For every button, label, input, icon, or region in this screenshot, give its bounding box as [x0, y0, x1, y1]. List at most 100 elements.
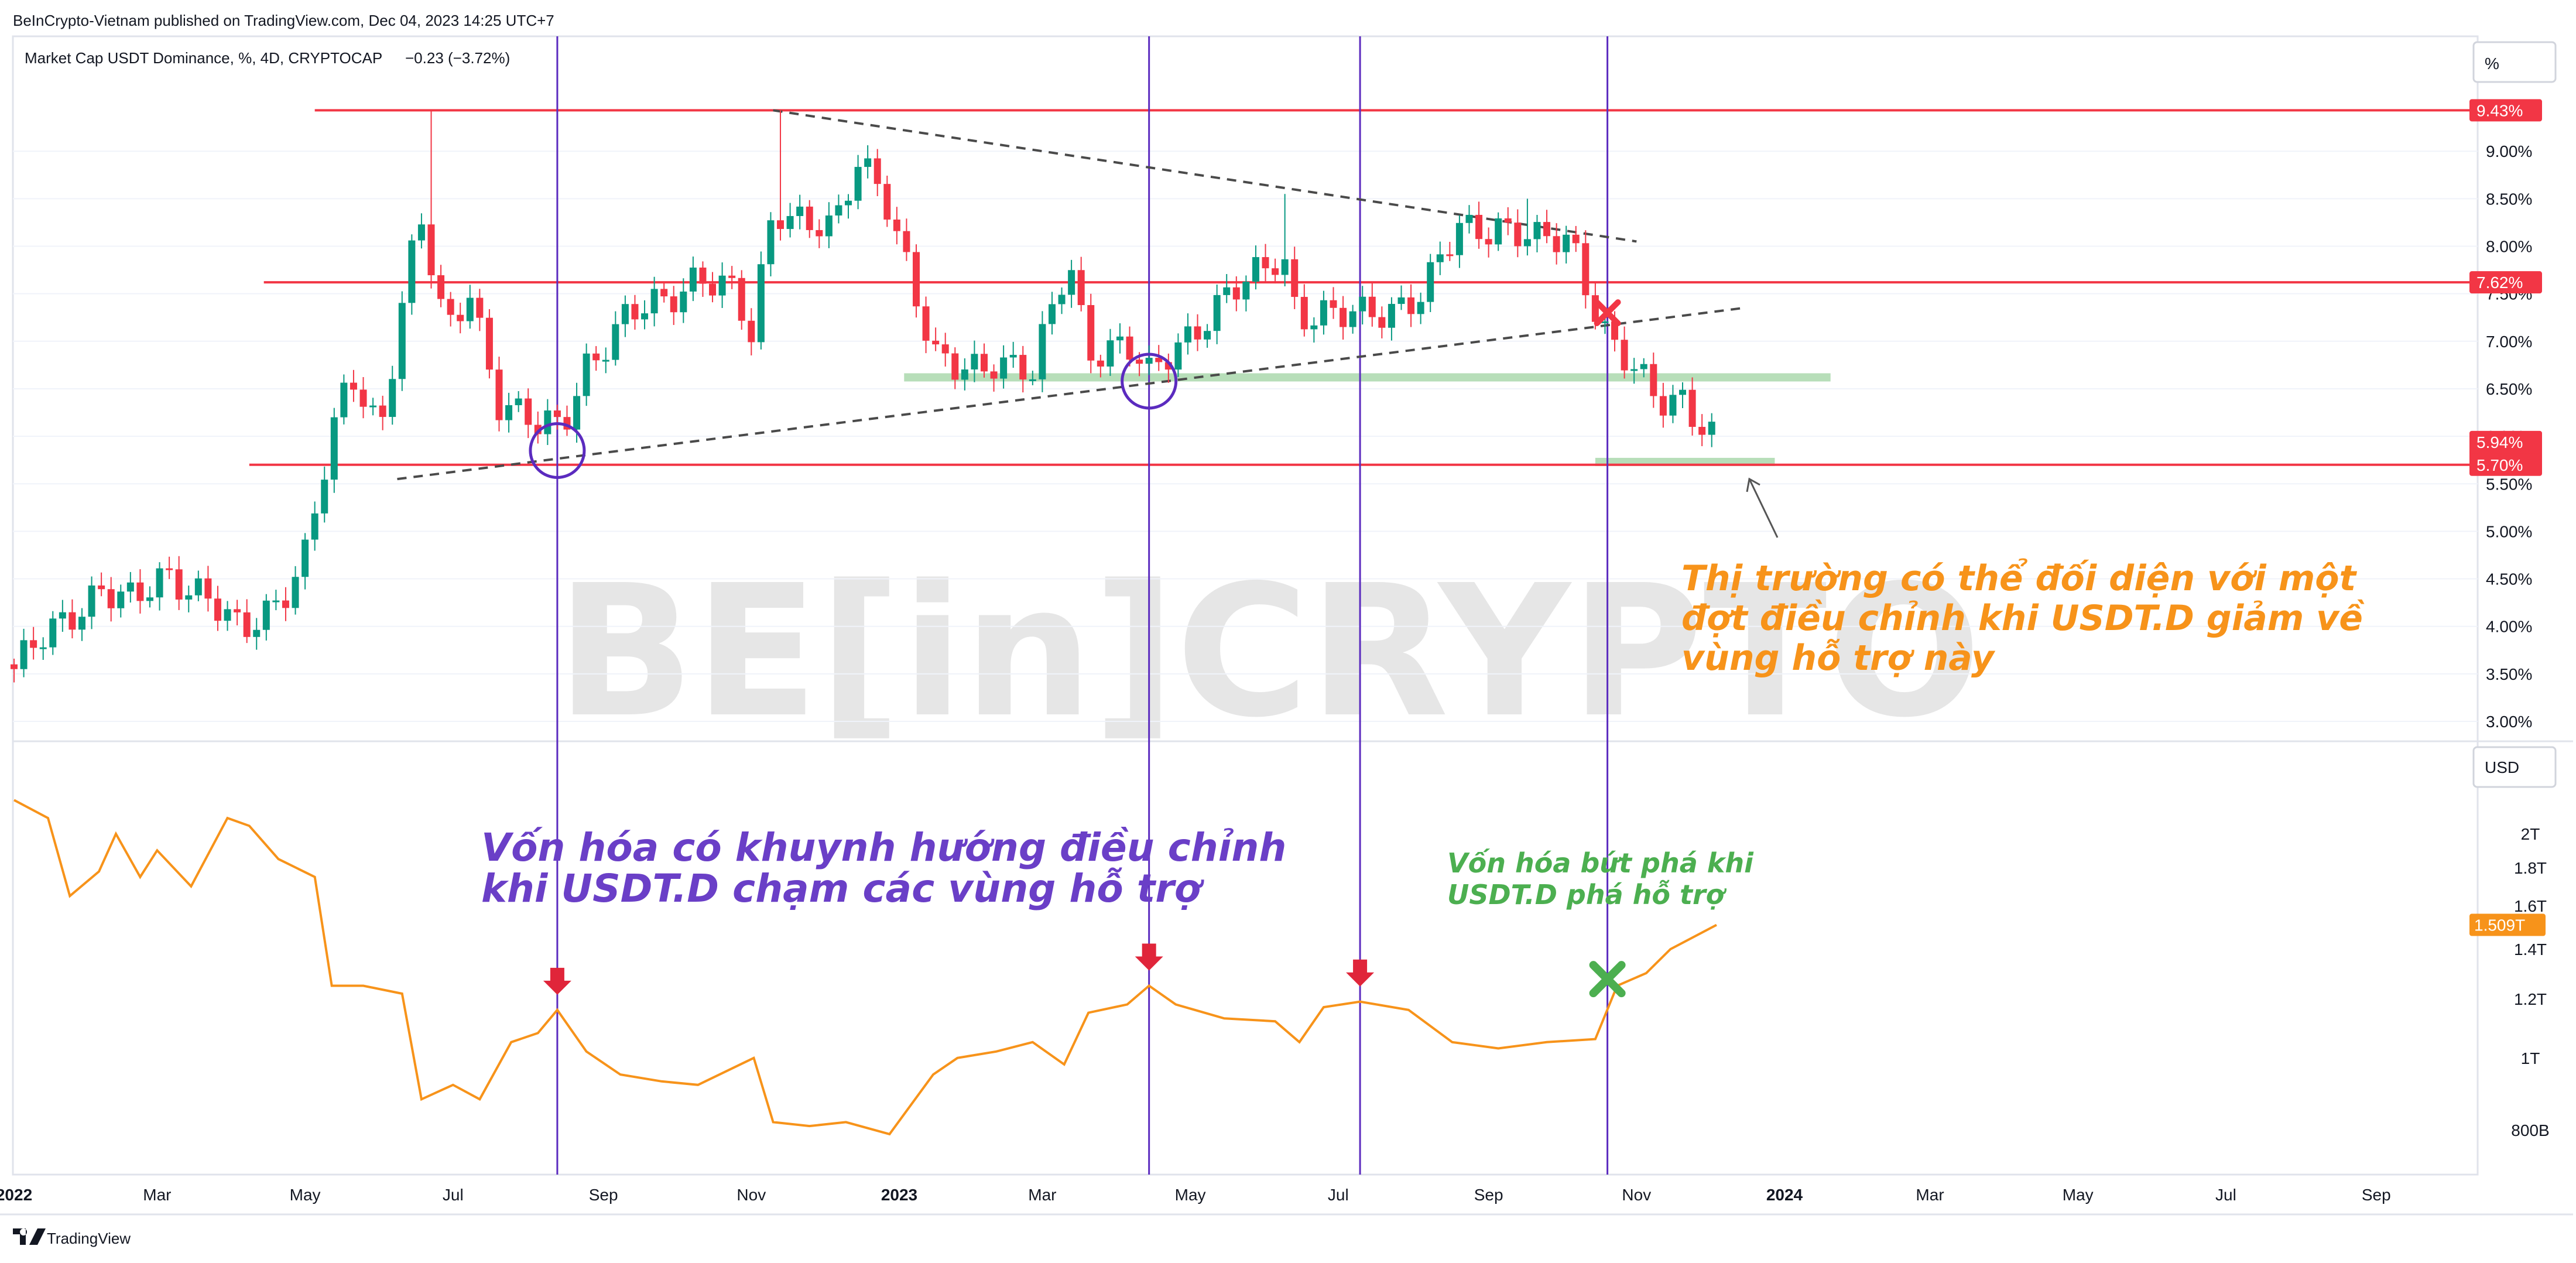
candle-body	[1504, 218, 1512, 223]
candle-body	[282, 600, 289, 608]
candle-body	[330, 417, 338, 480]
annotation-purple: Vốn hóa có khuynh hướng điều chỉnh khi U…	[481, 825, 1286, 911]
candle-body	[1029, 379, 1036, 381]
candle-body	[525, 398, 532, 425]
candle-body	[893, 219, 900, 231]
candle-body	[1708, 422, 1715, 435]
candle-body	[272, 600, 280, 603]
candle-body	[447, 299, 454, 315]
candle-body	[1378, 317, 1386, 328]
time-tick-label: Jul	[2215, 1186, 2236, 1204]
time-tick-label: 2023	[881, 1186, 917, 1204]
price-tick-label: 6.50%	[2486, 380, 2532, 398]
price-label-text: 9.43%	[2476, 101, 2523, 119]
candle-body	[748, 320, 755, 343]
mcap-last-value-box	[2469, 913, 2546, 936]
time-tick-label: May	[1175, 1186, 1206, 1204]
top-unit-box[interactable]: %	[2472, 41, 2557, 83]
candle-body	[689, 267, 697, 292]
candle-body	[728, 275, 736, 278]
time-tick-label: Sep	[589, 1186, 618, 1204]
candle-body	[1077, 270, 1085, 306]
candle-body	[39, 647, 47, 649]
breakdown-x-icon	[1594, 299, 1621, 327]
time-tick-label: Jul	[1328, 1186, 1349, 1204]
candle-body	[1039, 324, 1046, 379]
candle-body	[1650, 364, 1657, 396]
candle-body	[631, 304, 639, 320]
candle-body	[1397, 297, 1405, 304]
candle-body	[641, 313, 649, 320]
time-scale[interactable]: 2022 Mar May Jul Sep Nov 2023 Mar May Jul Sep Nov 20…	[0, 1186, 2391, 1204]
support-touch-circle	[1121, 352, 1178, 410]
candle-body	[88, 585, 95, 617]
candle-body	[806, 206, 813, 230]
candle-body	[194, 578, 202, 595]
candle-body	[11, 664, 18, 669]
candle-body	[825, 215, 833, 237]
candle-body	[777, 220, 785, 230]
candle-body	[156, 568, 163, 598]
time-tick-label: May	[290, 1186, 321, 1204]
annotation-orange-line-1: Thị trường có thể đối diện với một	[1681, 557, 2357, 599]
symbol-title[interactable]: Market Cap USDT Dominance, %, 4D, CRYPTO…	[25, 49, 382, 67]
candle-body	[457, 314, 464, 321]
candle-body	[68, 612, 76, 630]
candle-body	[485, 317, 493, 370]
candle-body	[1407, 297, 1415, 314]
candle-body	[990, 371, 998, 379]
support-zone	[904, 373, 1831, 382]
candle-body	[1116, 336, 1123, 341]
candle-body	[1417, 302, 1424, 314]
annotation-orange-line-2: đợt điều chỉnh khi USDT.D giảm về	[1681, 598, 2365, 639]
candle-body	[1688, 389, 1696, 427]
candle-body	[1272, 268, 1279, 275]
candle-body	[1291, 259, 1299, 297]
time-tick-label: Mar	[143, 1186, 171, 1204]
candle-body	[912, 252, 920, 307]
time-tick-label: Nov	[737, 1186, 766, 1204]
candle-body	[146, 597, 153, 601]
chart-markers	[529, 299, 1626, 998]
candle-body	[854, 167, 862, 201]
tradingview-logo[interactable]: TradingView	[13, 1228, 131, 1247]
candle-body	[1155, 358, 1163, 362]
mcap-tick-label: 1.4T	[2514, 940, 2547, 959]
grid-layer	[13, 150, 2478, 722]
candle-body	[670, 296, 677, 313]
candle-body	[786, 215, 794, 230]
down-arrow-icon	[1135, 943, 1163, 971]
candle-body	[1349, 311, 1356, 327]
time-tick-label: Jul	[443, 1186, 464, 1204]
pointer-arrow-shaft	[1748, 478, 1779, 538]
candle-body	[417, 224, 425, 241]
candle-body	[1368, 296, 1376, 317]
candle-body	[922, 306, 930, 341]
candle-body	[340, 382, 348, 417]
mcap-tick-label: 1.6T	[2514, 897, 2547, 915]
candle-body	[505, 405, 513, 420]
candle-body	[321, 480, 328, 514]
candle-body	[1330, 300, 1337, 308]
price-tick-label: 3.50%	[2486, 665, 2532, 683]
candle-body	[1659, 396, 1667, 416]
bottom-unit-box[interactable]: USD	[2472, 746, 2557, 788]
time-tick-label: May	[2063, 1186, 2094, 1204]
down-arrow-icon	[1346, 959, 1375, 987]
tradingview-brand: TradingView	[47, 1230, 131, 1247]
price-scale[interactable]: 9.00%8.50%8.00%7.50%7.00%6.50%6.00%5.50%…	[2469, 99, 2550, 1139]
price-tick-label: 8.00%	[2486, 238, 2532, 256]
candle-body	[398, 303, 406, 379]
candle-body	[1465, 214, 1473, 223]
mcap-tick-label: 2T	[2521, 825, 2540, 843]
candle-body	[350, 382, 357, 390]
candle-body	[1068, 270, 1075, 295]
candle-body	[1543, 222, 1551, 237]
candle-body	[544, 410, 551, 434]
candle-body	[660, 289, 668, 297]
candle-body	[1058, 295, 1066, 304]
candle-body	[185, 595, 193, 600]
down-arrow-icon	[543, 967, 571, 995]
candle-body	[1669, 395, 1677, 416]
